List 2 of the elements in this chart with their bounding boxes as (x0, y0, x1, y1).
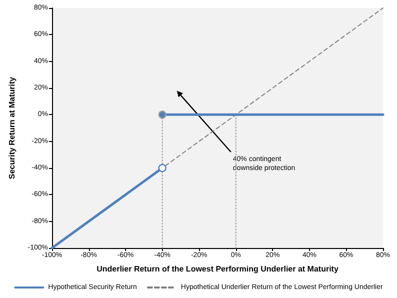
x-axis-title: Underlier Return of the Lowest Performing Underlier at Maturity (96, 264, 339, 274)
y-axis-title: Security Return at Maturity (8, 76, 16, 180)
